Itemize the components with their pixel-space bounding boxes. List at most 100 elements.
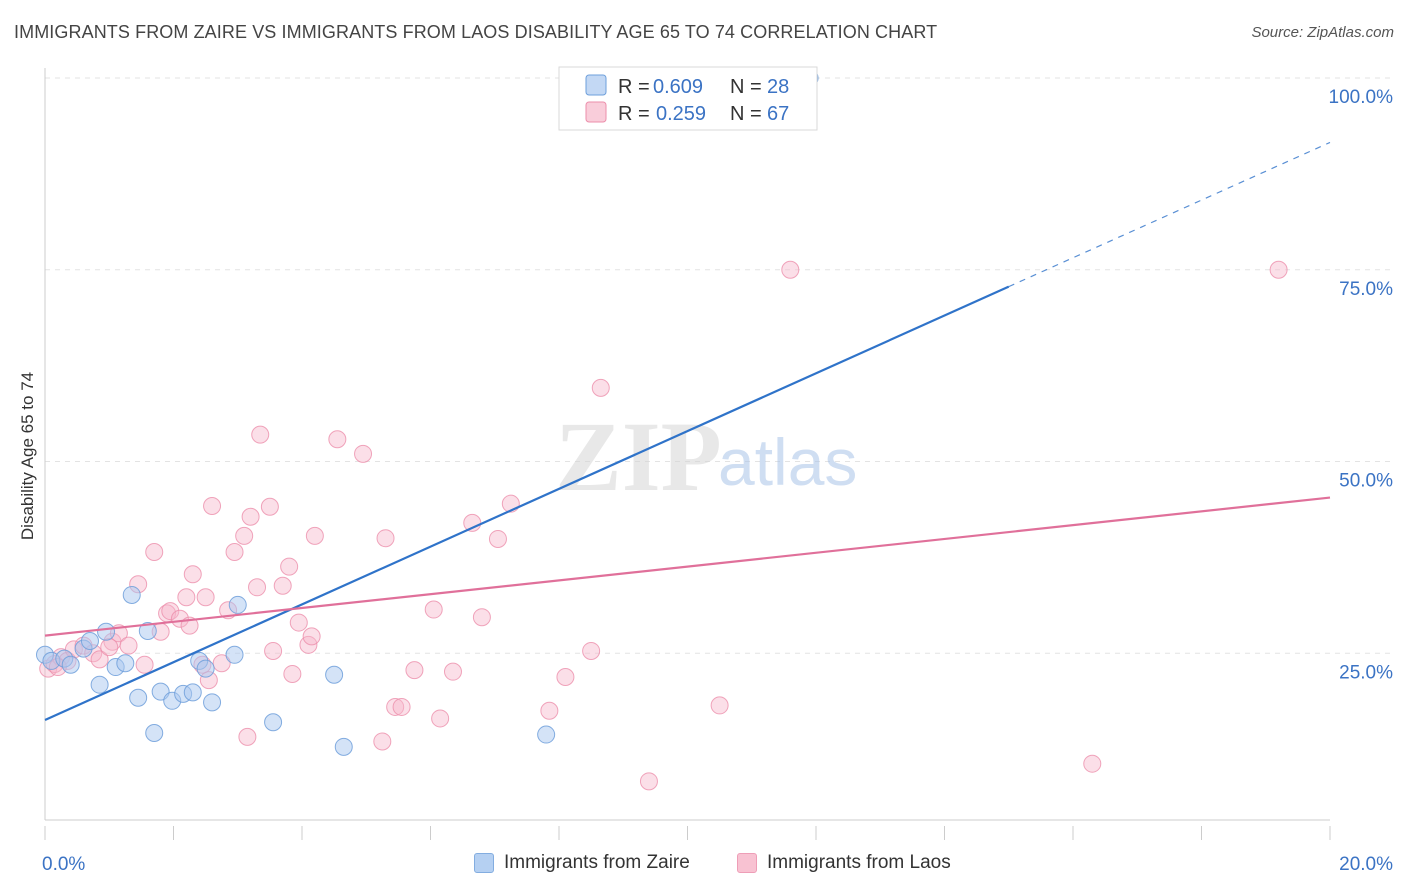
chart-title: IMMIGRANTS FROM ZAIRE VS IMMIGRANTS FROM…	[14, 22, 938, 42]
bottom-legend-laos: Immigrants from Laos	[737, 852, 951, 874]
x-tick-label-max: 20.0%	[1339, 854, 1393, 875]
legend-r-value-laos: 0.259	[656, 103, 706, 125]
bottom-legend-swatch-laos	[737, 853, 757, 873]
y-tick-labels: 25.0% 50.0% 75.0% 100.0%	[1329, 87, 1394, 683]
watermark-atlas: atlas	[718, 425, 857, 499]
laos-point	[1083, 754, 1102, 773]
laos-point	[302, 627, 321, 646]
gridlines	[45, 77, 1392, 654]
trendlines	[44, 141, 1331, 721]
bottom-legend-swatch-zaire	[474, 853, 494, 873]
x-tick-labels: 0.0% 20.0%	[42, 854, 1393, 875]
legend-n-label-laos: N =	[730, 103, 762, 125]
zaire-point	[537, 725, 556, 744]
laos-point	[424, 600, 443, 619]
laos-point	[431, 709, 450, 728]
zaire-point	[116, 654, 135, 673]
x-axis-ticks	[44, 826, 1331, 840]
laos-point	[170, 609, 189, 628]
laos-point	[248, 578, 267, 597]
laos-point	[582, 641, 601, 660]
laos-point	[183, 565, 202, 584]
laos-point	[405, 661, 424, 680]
y-tick-label: 25.0%	[1339, 662, 1393, 683]
zaire-trendline-extension	[1008, 141, 1331, 288]
bottom-legend-label-laos: Immigrants from Laos	[767, 852, 951, 873]
laos-point	[283, 664, 302, 683]
laos-point	[354, 444, 373, 463]
laos-point	[1269, 260, 1288, 279]
top-legend: R = 0.609 N = 28 R = 0.259 N = 67	[558, 66, 818, 131]
laos-point	[241, 507, 260, 526]
zaire-point	[228, 595, 247, 614]
y-axis-label: Disability Age 65 to 74	[18, 372, 37, 540]
y-tick-label: 50.0%	[1339, 471, 1393, 492]
laos-point	[280, 557, 299, 576]
zaire-point	[325, 665, 344, 684]
laos-point	[781, 260, 800, 279]
legend-r-value-zaire: 0.609	[653, 76, 703, 98]
laos-point	[386, 697, 405, 716]
laos-point	[328, 430, 347, 449]
watermark-zip: ZIP	[555, 401, 722, 512]
laos-point	[161, 602, 180, 621]
legend-n-label-zaire: N =	[730, 76, 762, 98]
zaire-point	[334, 737, 353, 756]
laos-points	[39, 260, 1288, 791]
zaire-point	[80, 631, 99, 650]
legend-n-value-laos: 67	[767, 103, 789, 125]
legend-r-label-zaire: R =	[618, 76, 650, 98]
legend-swatch-laos	[585, 101, 607, 123]
laos-point	[260, 497, 279, 516]
zaire-point	[138, 622, 157, 641]
zaire-point	[145, 724, 164, 743]
laos-point	[238, 727, 257, 746]
zaire-point	[203, 693, 222, 712]
laos-point	[100, 638, 119, 657]
zaire-point	[183, 683, 202, 702]
laos-point	[212, 654, 231, 673]
laos-point	[177, 588, 196, 607]
laos-point	[540, 701, 559, 720]
laos-point	[443, 662, 462, 681]
laos-point	[639, 772, 658, 791]
legend-n-value-zaire: 28	[767, 76, 789, 98]
laos-point	[373, 732, 392, 751]
zaire-point	[225, 645, 244, 664]
laos-point	[591, 378, 610, 397]
y-tick-label: 75.0%	[1339, 279, 1393, 300]
laos-point	[203, 496, 222, 515]
laos-point	[273, 576, 292, 595]
bottom-legend-zaire: Immigrants from Zaire	[474, 852, 690, 874]
laos-point	[488, 529, 507, 548]
laos-point	[135, 655, 154, 674]
zaire-point	[264, 713, 283, 732]
zaire-point	[129, 688, 148, 707]
laos-point	[376, 529, 395, 548]
laos-point	[196, 588, 215, 607]
zaire-point	[122, 585, 141, 604]
zaire-trendline	[44, 285, 1010, 721]
laos-point	[305, 526, 324, 545]
laos-point	[225, 543, 244, 562]
laos-point	[119, 636, 138, 655]
y-tick-label: 100.0%	[1329, 87, 1394, 108]
laos-point	[556, 668, 575, 687]
laos-point	[710, 696, 729, 715]
laos-point	[392, 697, 411, 716]
zaire-point	[90, 675, 109, 694]
laos-trendline	[44, 496, 1331, 637]
zaire-point	[61, 655, 80, 674]
laos-point	[472, 608, 491, 627]
laos-point	[145, 543, 164, 562]
bottom-legend-label-zaire: Immigrants from Zaire	[504, 852, 690, 873]
laos-point	[264, 641, 283, 660]
legend-r-label-laos: R =	[618, 103, 650, 125]
zaire-point	[196, 659, 215, 678]
laos-point	[289, 613, 308, 632]
laos-point	[90, 650, 109, 669]
source-label: Source: ZipAtlas.com	[1251, 24, 1394, 41]
zaire-point	[97, 622, 116, 641]
legend-swatch-zaire	[585, 74, 607, 96]
